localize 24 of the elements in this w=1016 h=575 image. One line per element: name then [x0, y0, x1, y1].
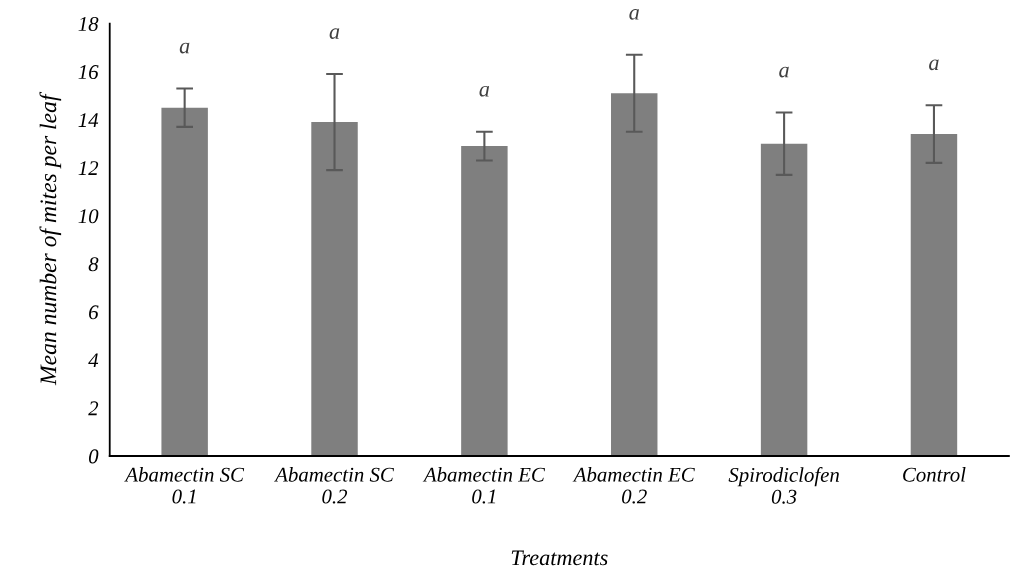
y-axis-title: Mean number of mites per leaf — [39, 91, 62, 386]
x-tick-label: Abamectin EC 0.1 — [422, 467, 546, 504]
x-tick-label: Abamectin SC 0.2 — [274, 467, 395, 504]
y-tick-label: 8 — [88, 257, 99, 272]
y-tick-label: 4 — [88, 353, 99, 368]
y-tick-label: 16 — [78, 65, 99, 80]
x-axis-title: Treatments — [511, 550, 608, 566]
annotation: a — [179, 42, 190, 54]
y-tick-label: 6 — [89, 305, 99, 320]
y-tick-label: 10 — [78, 209, 99, 224]
annotation: a — [479, 85, 490, 97]
annotation: a — [329, 28, 340, 39]
annotation: a — [929, 59, 939, 71]
x-tick-label: Spirodiclofen 0.3 — [728, 467, 839, 504]
x-tick-label: Abamectin SC 0.1 — [124, 467, 245, 504]
y-tick-label: 14 — [78, 113, 99, 127]
text: a — [629, 9, 639, 20]
annotation: a — [779, 66, 789, 78]
y-tick-label: 0 — [89, 449, 99, 464]
x-tick-label: Control — [903, 467, 966, 482]
y-tick-label: 2 — [88, 401, 99, 416]
y-tick-label: 18 — [78, 16, 99, 32]
x-tick-label: Abamectin EC 0.2 — [572, 467, 695, 504]
y-tick-label: 12 — [78, 161, 99, 175]
